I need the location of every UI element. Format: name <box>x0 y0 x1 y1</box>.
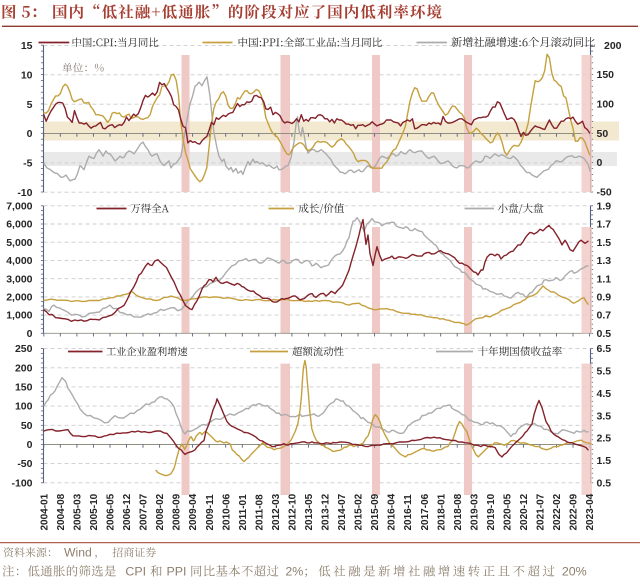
svg-text:2022-02: 2022-02 <box>552 493 563 530</box>
svg-text:50: 50 <box>597 128 609 140</box>
svg-text:100: 100 <box>15 401 33 413</box>
svg-text:Wind: Wind <box>64 545 92 559</box>
svg-text:2015-09: 2015-09 <box>370 493 381 530</box>
svg-text:2005-03: 2005-03 <box>73 493 84 530</box>
svg-text:200: 200 <box>604 40 622 52</box>
svg-text:20%: 20% <box>562 565 587 579</box>
svg-text:0: 0 <box>597 157 603 169</box>
svg-text:2005-10: 2005-10 <box>89 493 100 530</box>
svg-text:2011-01: 2011-01 <box>238 494 249 531</box>
svg-text:2004-01: 2004-01 <box>39 493 50 530</box>
svg-text:2007-07: 2007-07 <box>139 493 150 530</box>
svg-text:1.9: 1.9 <box>597 200 612 212</box>
svg-text:2016-11: 2016-11 <box>403 494 414 531</box>
svg-text:-100: -100 <box>11 477 32 489</box>
svg-text:6.5: 6.5 <box>597 343 612 355</box>
svg-text:2019-03: 2019-03 <box>469 493 480 530</box>
svg-text:2015-02: 2015-02 <box>354 493 365 530</box>
svg-text:0.5: 0.5 <box>597 328 612 340</box>
svg-text:2006-12: 2006-12 <box>122 493 133 530</box>
svg-text:CPI: CPI <box>125 565 146 579</box>
svg-text:2014-07: 2014-07 <box>337 493 348 530</box>
svg-text:50: 50 <box>21 420 33 432</box>
svg-text:2,000: 2,000 <box>6 292 32 304</box>
svg-text:2018-01: 2018-01 <box>436 493 447 530</box>
svg-text:2011-08: 2011-08 <box>254 494 265 531</box>
svg-text:2008-09: 2008-09 <box>172 493 183 530</box>
svg-text:0.5: 0.5 <box>597 477 612 489</box>
svg-text:2012-10: 2012-10 <box>288 493 299 530</box>
svg-text:2006-05: 2006-05 <box>106 493 117 530</box>
svg-text:2020-12: 2020-12 <box>519 493 530 530</box>
svg-text:2018-08: 2018-08 <box>453 493 464 530</box>
svg-text:2009-11: 2009-11 <box>205 494 216 531</box>
svg-text:PPI: PPI <box>167 565 187 579</box>
svg-text:7,000: 7,000 <box>6 200 32 212</box>
svg-text:3,000: 3,000 <box>6 273 32 285</box>
svg-text:2008-02: 2008-02 <box>155 493 166 530</box>
svg-text:250: 250 <box>15 343 33 355</box>
svg-text:5.5: 5.5 <box>597 366 612 378</box>
svg-text:6,000: 6,000 <box>6 219 32 231</box>
svg-text:0.7: 0.7 <box>597 310 612 322</box>
svg-text:0: 0 <box>27 328 33 340</box>
svg-text:1.5: 1.5 <box>597 237 612 249</box>
svg-text:2%: 2% <box>285 565 303 579</box>
svg-text:1.3: 1.3 <box>597 255 612 267</box>
svg-text:2017-06: 2017-06 <box>420 493 431 530</box>
svg-text:150: 150 <box>15 382 33 394</box>
svg-text:2022-09: 2022-09 <box>569 493 580 530</box>
svg-text:2019-10: 2019-10 <box>486 493 497 530</box>
svg-text:10: 10 <box>21 69 33 81</box>
svg-text:0.9: 0.9 <box>597 292 612 304</box>
svg-text:2020-05: 2020-05 <box>503 493 514 530</box>
svg-text:4,000: 4,000 <box>6 255 32 267</box>
svg-text:-50: -50 <box>17 458 32 470</box>
svg-text:4.5: 4.5 <box>597 388 612 400</box>
svg-text:1.7: 1.7 <box>597 219 612 231</box>
svg-text:1.1: 1.1 <box>597 273 612 285</box>
svg-text:2023-04: 2023-04 <box>585 493 596 530</box>
svg-text:0: 0 <box>27 439 33 451</box>
svg-text:2013-12: 2013-12 <box>321 493 332 530</box>
svg-text:15: 15 <box>21 40 33 52</box>
svg-text:2009-04: 2009-04 <box>188 493 199 530</box>
svg-text:2.5: 2.5 <box>597 433 612 445</box>
svg-text:2004-08: 2004-08 <box>56 493 67 530</box>
svg-text:200: 200 <box>15 362 33 374</box>
svg-text:1,000: 1,000 <box>6 310 32 322</box>
svg-text:1.5: 1.5 <box>597 455 612 467</box>
svg-text:3.5: 3.5 <box>597 410 612 422</box>
svg-text:0: 0 <box>27 128 33 140</box>
svg-text:100: 100 <box>597 99 615 111</box>
svg-text:-50: -50 <box>597 187 612 199</box>
svg-text:2012-03: 2012-03 <box>271 493 282 530</box>
svg-text:2016-04: 2016-04 <box>387 493 398 530</box>
svg-text:-10: -10 <box>17 187 32 199</box>
svg-text:2021-07: 2021-07 <box>536 493 547 530</box>
svg-text:-5: -5 <box>23 158 32 170</box>
svg-text:2010-06: 2010-06 <box>221 493 232 530</box>
svg-text:5,000: 5,000 <box>6 237 32 249</box>
svg-text:5: 5 <box>27 99 33 111</box>
svg-text:150: 150 <box>597 69 615 81</box>
svg-text:2013-05: 2013-05 <box>304 493 315 530</box>
